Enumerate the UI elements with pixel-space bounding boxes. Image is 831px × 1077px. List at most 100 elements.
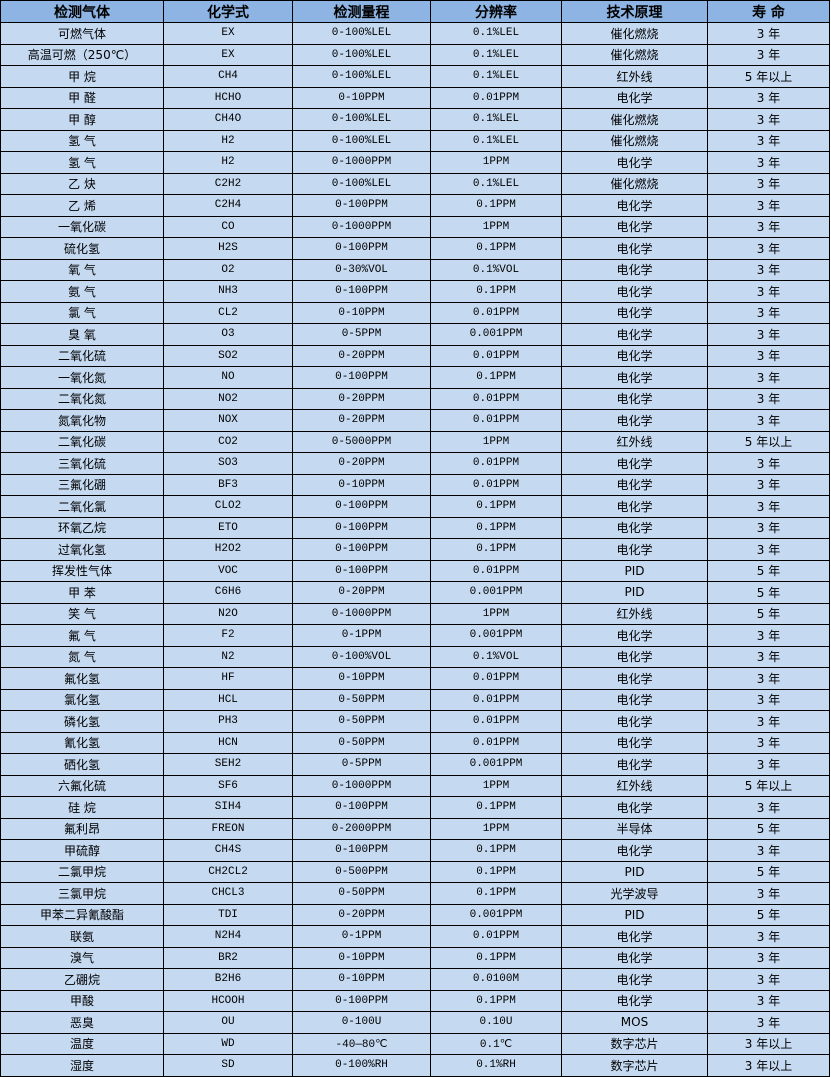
gas-cell: 氮 气 [0,645,164,668]
lifespan-cell: 3 年 [707,237,830,260]
principle-cell: 红外线 [561,65,708,88]
range-cell: 0-100U [292,1011,431,1034]
principle-cell: 电化学 [561,538,708,561]
resolution-cell: 0.1%LEL [430,43,562,66]
header-range: 检测量程 [292,0,431,23]
lifespan-cell: 3 年 [707,731,830,754]
lifespan-cell: 3 年 [707,968,830,991]
header-formula: 化学式 [163,0,293,23]
principle-cell: 电化学 [561,280,708,303]
gas-cell: 氢 气 [0,151,164,174]
range-cell: 0-100PPM [292,559,431,582]
table-row: 氯化氢 HCL 0-50PPM 0.01PPM 电化学 3 年 [0,688,830,711]
table-row: 氢 气 H2 0-1000PPM 1PPM 电化学 3 年 [0,151,830,174]
resolution-cell: 0.1%LEL [430,22,562,45]
table-row: 过氧化氢 H2O2 0-100PPM 0.1PPM 电化学 3 年 [0,538,830,561]
resolution-cell: 0.001PPM [430,903,562,926]
table-row: 硫化氢 H2S 0-100PPM 0.1PPM 电化学 3 年 [0,237,830,260]
resolution-cell: 0.1PPM [430,882,562,905]
principle-cell: 电化学 [561,688,708,711]
lifespan-cell: 3 年 [707,129,830,152]
gas-cell: 二氧化硫 [0,344,164,367]
lifespan-cell: 3 年 [707,323,830,346]
gas-cell: 二氧化氯 [0,495,164,518]
formula-cell: PH3 [163,710,293,733]
formula-cell: CHCL3 [163,882,293,905]
gas-cell: 可燃气体 [0,22,164,45]
formula-cell: HF [163,667,293,690]
range-cell: 0-20PPM [292,452,431,475]
table-row: 氰化氢 HCN 0-50PPM 0.01PPM 电化学 3 年 [0,731,830,754]
formula-cell: SIH4 [163,796,293,819]
gas-cell: 乙 炔 [0,172,164,195]
formula-cell: NH3 [163,280,293,303]
resolution-cell: 0.01PPM [430,667,562,690]
formula-cell: HCHO [163,86,293,109]
table-row: 二氯甲烷 CH2CL2 0-500PPM 0.1PPM PID 5 年 [0,860,830,883]
gas-cell: 甲硫醇 [0,839,164,862]
range-cell: 0-10PPM [292,473,431,496]
gas-cell: 高温可燃（250℃） [0,43,164,66]
table-row: 二氧化氯 CLO2 0-100PPM 0.1PPM 电化学 3 年 [0,495,830,518]
formula-cell: C2H4 [163,194,293,217]
lifespan-cell: 3 年以上 [707,1054,830,1077]
formula-cell: H2O2 [163,538,293,561]
principle-cell: 电化学 [561,925,708,948]
resolution-cell: 0.1PPM [430,366,562,389]
lifespan-cell: 3 年 [707,538,830,561]
resolution-cell: 0.1℃ [430,1032,562,1055]
principle-cell: 催化燃烧 [561,129,708,152]
resolution-cell: 0.01PPM [430,688,562,711]
lifespan-cell: 3 年 [707,946,830,969]
gas-cell: 氨 气 [0,280,164,303]
principle-cell: 红外线 [561,602,708,625]
lifespan-cell: 3 年 [707,925,830,948]
lifespan-cell: 3 年 [707,753,830,776]
formula-cell: CH4O [163,108,293,131]
principle-cell: 电化学 [561,409,708,432]
principle-cell: 电化学 [561,495,708,518]
gas-cell: 氰化氢 [0,731,164,754]
lifespan-cell: 3 年 [707,839,830,862]
table-row: 氟 气 F2 0-1PPM 0.001PPM 电化学 3 年 [0,624,830,647]
formula-cell: N2O [163,602,293,625]
principle-cell: 催化燃烧 [561,22,708,45]
gas-cell: 乙硼烷 [0,968,164,991]
formula-cell: H2 [163,129,293,152]
formula-cell: CLO2 [163,495,293,518]
gas-cell: 臭 氧 [0,323,164,346]
table-row: 温度 WD -40—80℃ 0.1℃ 数字芯片 3 年以上 [0,1032,830,1055]
formula-cell: CO [163,215,293,238]
principle-cell: 红外线 [561,774,708,797]
range-cell: 0-100%LEL [292,108,431,131]
principle-cell: 电化学 [561,301,708,324]
resolution-cell: 0.1PPM [430,280,562,303]
range-cell: 0-100PPM [292,280,431,303]
range-cell: 0-50PPM [292,710,431,733]
lifespan-cell: 3 年 [707,344,830,367]
resolution-cell: 0.1PPM [430,538,562,561]
principle-cell: 催化燃烧 [561,108,708,131]
table-row: 甲苯二异氰酸酯 TDI 0-20PPM 0.001PPM PID 5 年 [0,903,830,926]
formula-cell: BR2 [163,946,293,969]
lifespan-cell: 3 年以上 [707,1032,830,1055]
gas-cell: 氮氧化物 [0,409,164,432]
gas-cell: 氢 气 [0,129,164,152]
gas-cell: 甲苯二异氰酸酯 [0,903,164,926]
table-row: 一氧化碳 CO 0-1000PPM 1PPM 电化学 3 年 [0,215,830,238]
principle-cell: 电化学 [561,989,708,1012]
resolution-cell: 0.01PPM [430,86,562,109]
range-cell: 0-100%LEL [292,22,431,45]
header-principle: 技术原理 [561,0,708,23]
range-cell: 0-100%LEL [292,172,431,195]
range-cell: 0-5PPM [292,323,431,346]
table-row: 二氧化氮 NO2 0-20PPM 0.01PPM 电化学 3 年 [0,387,830,410]
gas-cell: 氯 气 [0,301,164,324]
gas-cell: 磷化氢 [0,710,164,733]
gas-cell: 二氧化碳 [0,430,164,453]
principle-cell: 电化学 [561,387,708,410]
table-row: 二氧化碳 CO2 0-5000PPM 1PPM 红外线 5 年以上 [0,430,830,453]
table-row: 磷化氢 PH3 0-50PPM 0.01PPM 电化学 3 年 [0,710,830,733]
principle-cell: 电化学 [561,194,708,217]
gas-cell: 六氟化硫 [0,774,164,797]
